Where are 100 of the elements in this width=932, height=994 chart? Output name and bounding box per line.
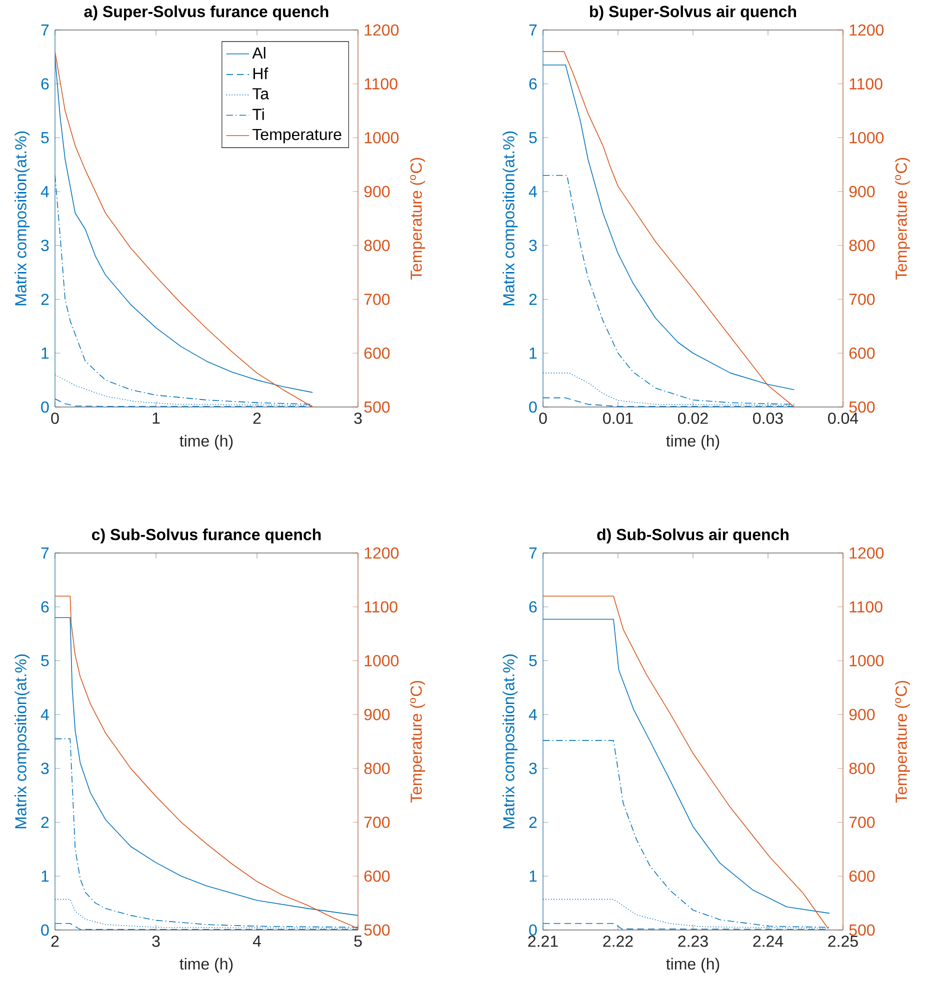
legend-label: Hf bbox=[253, 68, 268, 80]
y-tick-label: 5 bbox=[529, 655, 537, 666]
x-axis-title: time (h) bbox=[180, 434, 233, 450]
y-tick-label: 0 bbox=[529, 924, 537, 936]
x-tick-label: 2.22 bbox=[603, 936, 633, 947]
x-tick-label: 0.01 bbox=[603, 412, 633, 424]
chart-title: c) Sub-Solvus furance quench bbox=[92, 528, 321, 544]
x-tick-label: 2 bbox=[51, 936, 59, 947]
y2-tick-label: 800 bbox=[364, 240, 390, 252]
y2-tick-label: 600 bbox=[364, 870, 390, 882]
y-tick-label: 4 bbox=[40, 709, 49, 720]
y-tick-label: 4 bbox=[528, 186, 537, 198]
y2-tick-label: 1000 bbox=[850, 655, 884, 666]
x-tick-label: 2.25 bbox=[828, 936, 858, 947]
y-tick-label: 3 bbox=[41, 240, 49, 252]
y-tick-label: 0 bbox=[41, 924, 49, 936]
y2-tick-label: 500 bbox=[364, 924, 390, 936]
y2-tick-label: 1000 bbox=[364, 132, 399, 144]
y2-tick-label: 800 bbox=[849, 240, 875, 252]
y2-tick-label: 700 bbox=[849, 294, 875, 305]
y-axis-title: Matrix composition(at.%) bbox=[14, 654, 30, 828]
chart-title: d) Sub-Solvus air quench bbox=[597, 528, 788, 544]
x-tick-label: 0 bbox=[51, 412, 59, 424]
y-tick-label: 1 bbox=[42, 870, 49, 882]
legend-label: Temperature bbox=[252, 128, 342, 144]
y-tick-label: 7 bbox=[41, 24, 49, 36]
y-tick-label: 1 bbox=[42, 348, 49, 359]
y-tick-label: 7 bbox=[41, 548, 49, 559]
y2-tick-label: 700 bbox=[364, 816, 390, 828]
x-axis-title: time (h) bbox=[180, 958, 233, 973]
y2-tick-label: 700 bbox=[849, 816, 875, 828]
x-axis-title: time (h) bbox=[666, 958, 720, 973]
y2-tick-label: 1100 bbox=[364, 601, 398, 613]
y2-tick-label: 900 bbox=[364, 186, 390, 198]
y-tick-label: 3 bbox=[41, 762, 49, 774]
y-tick-label: 2 bbox=[41, 816, 49, 828]
y2-tick-label: 1200 bbox=[850, 547, 884, 559]
y2-tick-label: 1100 bbox=[364, 78, 398, 90]
x-tick-label: 3 bbox=[152, 936, 160, 947]
y-tick-label: 6 bbox=[41, 601, 49, 613]
x-tick-label: 2.23 bbox=[678, 936, 708, 947]
y-tick-label: 5 bbox=[529, 132, 537, 144]
y2-axis-title: Temperature ($^{o}$C) bbox=[410, 680, 426, 803]
y-tick-label: 3 bbox=[529, 240, 537, 252]
x-tick-label: 2 bbox=[253, 412, 261, 424]
y2-axis-title: Temperature ($^{o}$C) bbox=[895, 158, 910, 280]
y-tick-label: 3 bbox=[529, 762, 537, 774]
y-tick-label: 6 bbox=[529, 78, 537, 90]
y-axis-title: Matrix composition(at.%) bbox=[502, 654, 518, 828]
legend-label: Ti bbox=[252, 108, 264, 120]
y2-tick-label: 900 bbox=[364, 708, 390, 720]
x-tick-label: 1 bbox=[152, 412, 160, 424]
x-tick-label: 2.24 bbox=[753, 936, 784, 947]
y-tick-label: 5 bbox=[41, 655, 49, 666]
y-axis-title: Matrix composition(at.%) bbox=[14, 132, 30, 306]
y2-tick-label: 1000 bbox=[364, 655, 399, 666]
y2-tick-label: 600 bbox=[849, 870, 875, 882]
x-tick-label: 5 bbox=[354, 936, 362, 947]
x-tick-label: 0.02 bbox=[678, 412, 708, 424]
y2-tick-label: 1200 bbox=[850, 24, 884, 36]
y2-tick-label: 600 bbox=[364, 347, 390, 359]
x-tick-label: 3 bbox=[354, 412, 362, 424]
y-tick-label: 1 bbox=[530, 348, 537, 359]
y-tick-label: 6 bbox=[41, 78, 49, 90]
y-tick-label: 2 bbox=[41, 294, 49, 305]
y-tick-label: 5 bbox=[41, 132, 49, 144]
x-tick-label: 0.04 bbox=[828, 412, 858, 424]
y2-axis-title: Temperature ($^{o}$C) bbox=[410, 158, 426, 280]
x-tick-label: 0 bbox=[539, 412, 547, 424]
y2-tick-label: 700 bbox=[364, 294, 390, 305]
chart-title: b) Super-Solvus air quench bbox=[590, 5, 796, 20]
y2-tick-label: 800 bbox=[849, 762, 875, 774]
y-tick-label: 4 bbox=[40, 186, 49, 198]
y2-tick-label: 900 bbox=[849, 708, 875, 720]
y-tick-label: 2 bbox=[529, 294, 537, 305]
y-tick-label: 1 bbox=[530, 870, 537, 882]
x-tick-label: 2.21 bbox=[528, 936, 558, 947]
y-tick-label: 0 bbox=[41, 401, 49, 413]
y2-axis-title: Temperature ($^{o}$C) bbox=[895, 680, 910, 803]
y2-tick-label: 500 bbox=[849, 401, 875, 413]
x-axis-title: time (h) bbox=[666, 434, 720, 450]
y2-tick-label: 1200 bbox=[364, 547, 399, 559]
y2-tick-label: 900 bbox=[849, 186, 875, 198]
y2-tick-label: 800 bbox=[364, 762, 390, 774]
y-axis-title: Matrix composition(at.%) bbox=[502, 132, 518, 306]
y-tick-label: 7 bbox=[529, 548, 537, 559]
chart-title: a) Super-Solvus furance quench bbox=[84, 5, 328, 20]
y-tick-label: 6 bbox=[529, 601, 537, 613]
legend-label: Ta bbox=[252, 88, 270, 100]
y2-tick-label: 1100 bbox=[850, 78, 882, 90]
y-tick-label: 4 bbox=[528, 709, 537, 720]
y2-tick-label: 1100 bbox=[850, 601, 882, 613]
x-tick-label: 0.03 bbox=[753, 412, 783, 424]
y2-tick-label: 1000 bbox=[850, 132, 884, 144]
legend-label: Al bbox=[252, 46, 266, 59]
y2-tick-label: 1200 bbox=[364, 24, 399, 36]
y-tick-label: 0 bbox=[529, 401, 537, 413]
x-tick-label: 4 bbox=[252, 936, 261, 947]
y-tick-label: 7 bbox=[529, 24, 537, 36]
y2-tick-label: 500 bbox=[364, 401, 390, 413]
